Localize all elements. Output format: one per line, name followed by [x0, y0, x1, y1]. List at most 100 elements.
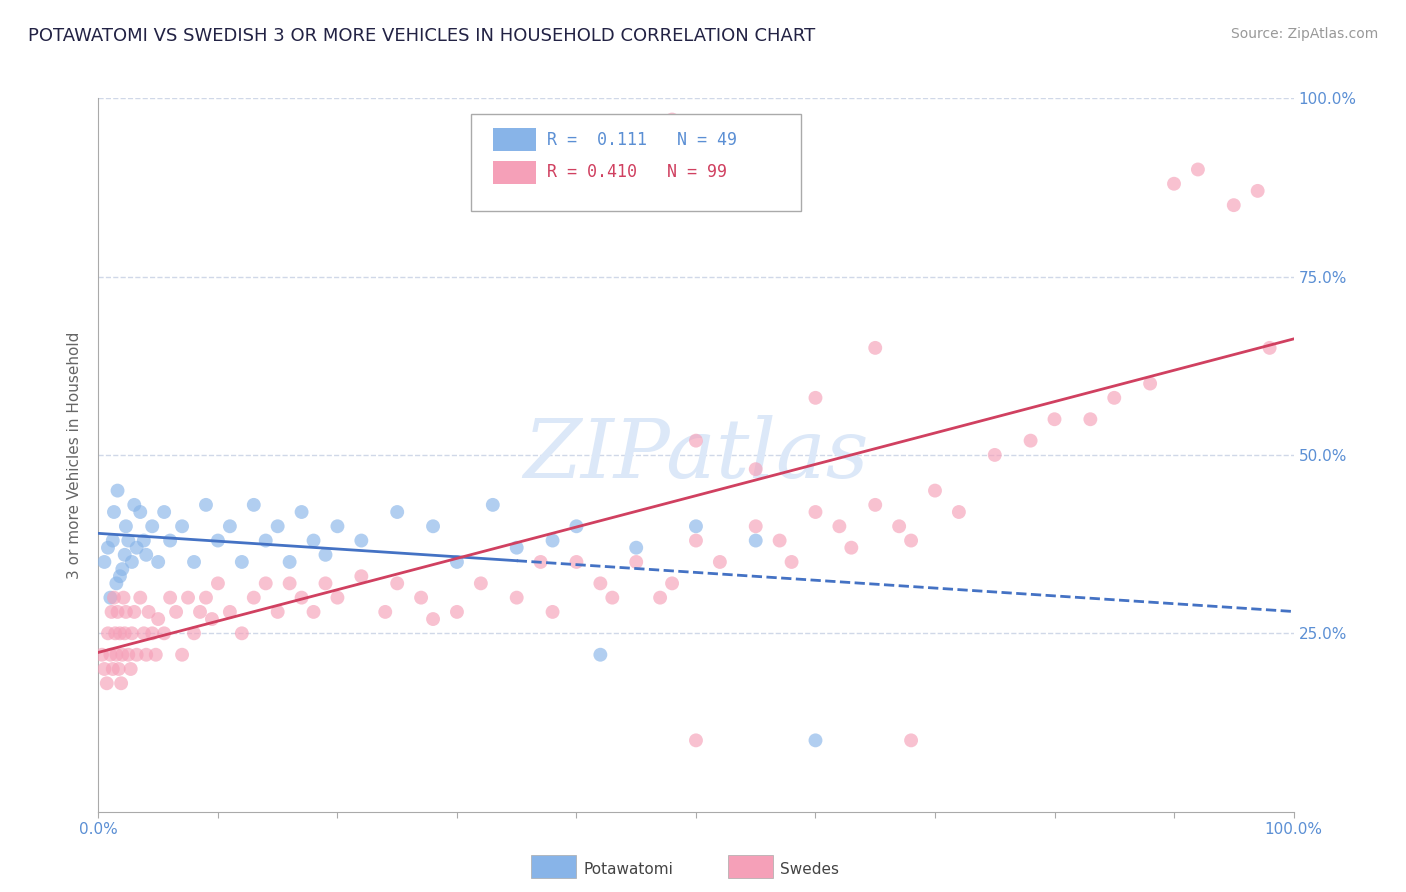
Point — [114, 626, 136, 640]
Point — [1019, 434, 1042, 448]
Point — [863, 341, 887, 355]
FancyBboxPatch shape — [471, 114, 801, 211]
Point — [804, 505, 827, 519]
Point — [900, 733, 922, 747]
Point — [589, 576, 612, 591]
Point — [661, 576, 683, 591]
Point — [863, 498, 887, 512]
Point — [111, 648, 134, 662]
Point — [153, 505, 176, 519]
Point — [107, 662, 129, 676]
Point — [1139, 376, 1161, 391]
Point — [768, 533, 790, 548]
Point — [132, 533, 155, 548]
Point — [101, 533, 124, 548]
Point — [661, 112, 683, 127]
Point — [315, 548, 337, 562]
Point — [194, 591, 218, 605]
Point — [589, 648, 612, 662]
Point — [315, 576, 337, 591]
Point — [984, 448, 1007, 462]
Point — [103, 591, 125, 605]
Point — [385, 576, 409, 591]
Point — [124, 605, 146, 619]
Point — [565, 519, 588, 533]
Point — [350, 533, 373, 548]
Y-axis label: 3 or more Vehicles in Household: 3 or more Vehicles in Household — [67, 331, 83, 579]
Point — [108, 569, 131, 583]
Point — [780, 555, 803, 569]
Point — [481, 498, 505, 512]
Text: POTAWATOMI VS SWEDISH 3 OR MORE VEHICLES IN HOUSEHOLD CORRELATION CHART: POTAWATOMI VS SWEDISH 3 OR MORE VEHICLES… — [28, 27, 815, 45]
Point — [446, 555, 468, 569]
Point — [1222, 198, 1246, 212]
Point — [1163, 177, 1185, 191]
Point — [141, 519, 163, 533]
Point — [541, 605, 564, 619]
Point — [194, 498, 218, 512]
Point — [135, 548, 157, 562]
Point — [108, 626, 131, 640]
Point — [254, 576, 277, 591]
Point — [804, 391, 827, 405]
Point — [422, 612, 444, 626]
Point — [135, 648, 157, 662]
Point — [745, 462, 768, 476]
Point — [1258, 341, 1281, 355]
Point — [219, 519, 242, 533]
Point — [1043, 412, 1066, 426]
FancyBboxPatch shape — [494, 161, 536, 184]
Point — [129, 591, 152, 605]
Point — [91, 648, 114, 662]
Point — [183, 555, 205, 569]
Point — [709, 555, 731, 569]
Point — [98, 591, 122, 605]
Point — [98, 648, 122, 662]
Point — [97, 626, 120, 640]
Point — [107, 483, 129, 498]
Point — [685, 434, 707, 448]
Point — [101, 662, 124, 676]
Point — [172, 648, 194, 662]
Point — [115, 519, 138, 533]
Point — [326, 519, 349, 533]
Point — [267, 605, 290, 619]
Point — [685, 533, 707, 548]
Point — [165, 605, 187, 619]
Point — [326, 591, 349, 605]
Point — [1187, 162, 1209, 177]
Point — [685, 733, 707, 747]
Point — [110, 676, 132, 690]
Point — [243, 498, 266, 512]
Text: Potawatomi: Potawatomi — [583, 863, 673, 877]
Point — [350, 569, 373, 583]
Point — [188, 605, 211, 619]
Text: Source: ZipAtlas.com: Source: ZipAtlas.com — [1230, 27, 1378, 41]
Point — [626, 555, 648, 569]
Point — [948, 505, 970, 519]
Point — [153, 626, 176, 640]
Point — [745, 533, 768, 548]
Point — [302, 605, 325, 619]
Point — [385, 505, 409, 519]
Point — [278, 576, 301, 591]
Point — [602, 591, 624, 605]
Point — [117, 533, 139, 548]
Text: R = 0.410   N = 99: R = 0.410 N = 99 — [547, 163, 727, 181]
Point — [219, 605, 242, 619]
Point — [121, 626, 143, 640]
Point — [125, 541, 148, 555]
Point — [96, 676, 118, 690]
Point — [97, 541, 120, 555]
Point — [529, 555, 551, 569]
Point — [207, 533, 229, 548]
Point — [103, 505, 125, 519]
Point — [290, 591, 312, 605]
Point — [207, 576, 229, 591]
Point — [290, 505, 312, 519]
Point — [159, 533, 181, 548]
Point — [541, 533, 564, 548]
Point — [138, 605, 160, 619]
Point — [172, 519, 194, 533]
Point — [648, 591, 672, 605]
